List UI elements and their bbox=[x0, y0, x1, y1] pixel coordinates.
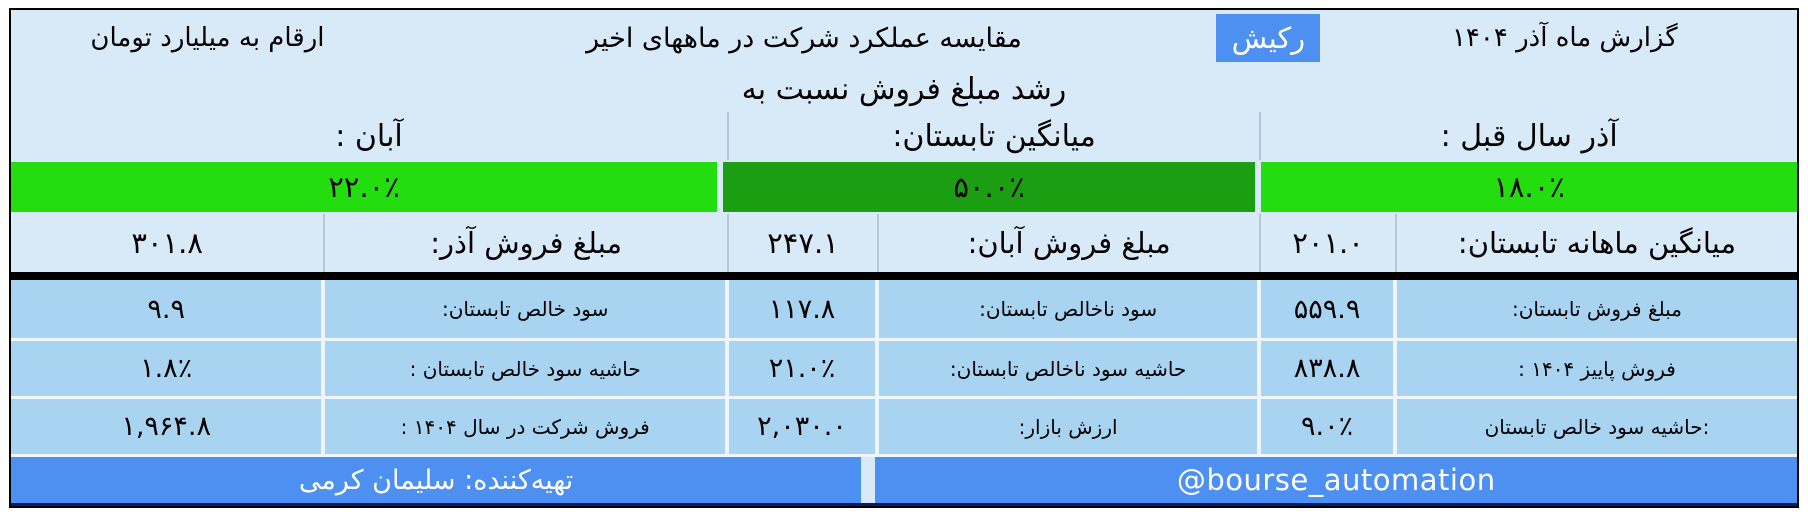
metric-value: ۳۰۱.۸ bbox=[11, 214, 326, 272]
metric-label: سود خالص تابستان: bbox=[325, 280, 729, 338]
metric-label: مبلغ فروش تابستان: bbox=[1511, 297, 1682, 321]
detail-row-1: مبلغ فروش تابستان: ۵۵۹.۹ سود ناخالص تابس… bbox=[11, 280, 1797, 338]
growth-col-label-aban: آبان : bbox=[11, 112, 729, 160]
metric-value: ۹.۰٪ bbox=[1261, 399, 1397, 454]
metric-label: حاشیه سود ناخالص تابستان: bbox=[879, 341, 1262, 396]
metric-value: ۲۱.۰٪ bbox=[729, 341, 879, 396]
growth-col-label-prev-year: آذر سال قبل : bbox=[1440, 118, 1618, 154]
growth-header-row: آذر سال قبل : میانگین تابستان: آبان : bbox=[11, 112, 1797, 160]
report-title: گزارش ماه آذر ۱۴۰۴ bbox=[1451, 23, 1678, 53]
metric-value: ۹.۹ bbox=[11, 280, 326, 338]
metric-value: ۲,۰۳۰.۰ bbox=[729, 399, 879, 454]
divider-band bbox=[11, 272, 1797, 280]
growth-col-label-summer-avg: میانگین تابستان: bbox=[729, 112, 1262, 160]
growth-value-summer-avg: ۵۰.۰٪ bbox=[722, 162, 1256, 212]
ticker-badge: رکیش bbox=[1216, 14, 1321, 62]
growth-value-row: ۱۸.۰٪ ۵۰.۰٪ ۲۲.۰٪ bbox=[11, 160, 1797, 214]
report-card: گزارش ماه آذر ۱۴۰۴ رکیش مقایسه عملکرد شر… bbox=[9, 8, 1799, 508]
growth-title-row: رشد مبلغ فروش نسبت به bbox=[11, 66, 1797, 112]
metric-label: حاشیه سود خالص تابستان : bbox=[325, 341, 729, 396]
detail-row-2: فروش پاییز ۱۴۰۴ : ۸۳۸.۸ حاشیه سود ناخالص… bbox=[11, 338, 1797, 396]
metric-label: فروش شرکت در سال ۱۴۰۴ : bbox=[325, 399, 729, 454]
metric-value: ۱.۸٪ bbox=[11, 341, 326, 396]
metric-value: ۲۴۷.۱ bbox=[729, 214, 879, 272]
metric-value: ۸۳۸.۸ bbox=[1261, 341, 1397, 396]
metric-label: فروش پاییز ۱۴۰۴ : bbox=[1518, 356, 1676, 381]
metric-value: ۵۵۹.۹ bbox=[1261, 280, 1397, 338]
growth-title: رشد مبلغ فروش نسبت به bbox=[741, 71, 1067, 107]
growth-value-prev-year: ۱۸.۰٪ bbox=[1261, 162, 1797, 212]
ticker-wrap: رکیش bbox=[1204, 10, 1333, 66]
metric-value: ۱۱۷.۸ bbox=[729, 280, 879, 338]
metric-label: مبلغ فروش آذر: bbox=[325, 214, 729, 272]
unit-note: ارقام به میلیارد تومان bbox=[90, 23, 325, 53]
prepared-by: تهیه‌کننده: سلیمان کرمی bbox=[11, 457, 862, 503]
channel-handle: @bourse_automation bbox=[875, 457, 1797, 503]
metric-value: ۲۰۱.۰ bbox=[1261, 214, 1397, 272]
footer-gap bbox=[861, 457, 876, 503]
growth-value-aban: ۲۲.۰٪ bbox=[11, 162, 717, 212]
header-row: گزارش ماه آذر ۱۴۰۴ رکیش مقایسه عملکرد شر… bbox=[11, 10, 1797, 66]
detail-row-3: :حاشیه سود خالص تابستان ۹.۰٪ ارزش بازار:… bbox=[11, 396, 1797, 454]
metric-label: سود ناخالص تابستان: bbox=[879, 280, 1262, 338]
metric-label: میانگین ماهانه تابستان: bbox=[1457, 226, 1737, 260]
metric-label: :حاشیه سود خالص تابستان bbox=[1484, 414, 1710, 439]
metric-label: ارزش بازار: bbox=[879, 399, 1262, 454]
metric-value: ۱,۹۶۴.۸ bbox=[11, 399, 326, 454]
sales-summary-row: میانگین ماهانه تابستان: ۲۰۱.۰ مبلغ فروش … bbox=[11, 214, 1797, 272]
footer-row: @bourse_automation تهیه‌کننده: سلیمان کر… bbox=[11, 454, 1797, 506]
metric-label: مبلغ فروش آبان: bbox=[879, 214, 1262, 272]
main-title: مقایسه عملکرد شرکت در ماههای اخیر bbox=[586, 22, 1022, 54]
